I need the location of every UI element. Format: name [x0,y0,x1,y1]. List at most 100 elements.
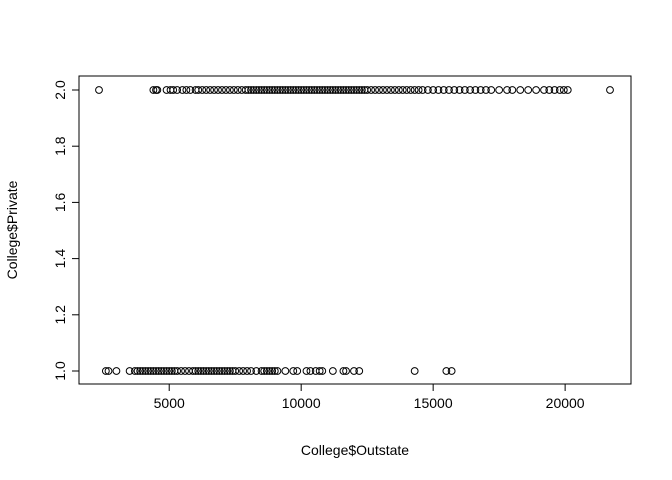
data-point [306,367,315,375]
data-point [302,86,311,94]
data-point [606,86,614,94]
data-point [357,86,366,94]
data-point [101,367,110,375]
data-point [423,86,432,94]
data-point [445,86,453,94]
data-point [350,367,358,375]
data-point [141,367,150,375]
data-point [252,86,261,94]
data-point [202,367,211,375]
data-point [455,86,464,94]
data-point [482,86,490,94]
data-point [447,367,456,375]
data-point [212,367,221,375]
data-point [247,86,255,94]
data-point [214,86,222,94]
data-point [363,86,372,94]
data-point [177,367,185,375]
data-point [215,367,224,375]
data-point [222,86,230,94]
data-point [185,367,193,375]
data-point [286,86,295,94]
data-point [450,86,459,94]
x-tick-label: 15000 [414,395,453,411]
data-point [394,86,403,94]
data-point [315,86,324,94]
data-point [273,86,282,94]
data-point [220,367,229,375]
y-tick-label: 1.6 [52,192,68,212]
data-point [202,86,211,94]
data-point [181,367,189,375]
data-point [262,86,271,94]
data-point [387,86,395,94]
data-point [342,86,350,94]
data-point [495,86,504,94]
data-point [293,367,302,375]
data-point [289,86,298,94]
data-point [95,86,103,94]
data-point [442,367,451,375]
x-axis-label: College$Outstate [301,442,409,458]
x-tick-label: 10000 [282,395,321,411]
data-point [218,86,226,94]
data-point [191,367,200,375]
data-point [265,367,274,375]
data-point [178,86,187,94]
data-point [555,86,564,94]
data-point [540,86,548,94]
data-point [379,86,387,94]
data-point [160,367,168,375]
data-point [328,367,337,375]
data-point [182,86,191,94]
data-point [165,367,174,375]
data-point [383,86,391,94]
data-point [342,367,350,375]
data-point [260,86,269,94]
data-point [133,367,142,375]
data-point [210,86,218,94]
data-point [508,86,517,94]
data-point [226,367,234,375]
data-point [294,86,303,94]
data-point [273,367,282,375]
data-point [104,367,113,375]
data-point [318,86,327,94]
data-point [434,86,443,94]
data-point [162,367,171,375]
x-axis: 5000 10000 15000 20000 [154,383,585,411]
data-point [235,367,244,375]
y-tick-label: 1.4 [52,249,68,269]
y-axis-label: College$Private [4,180,20,279]
data-point [270,367,279,375]
data-point [149,86,158,94]
data-point [189,367,197,375]
data-point [310,86,319,94]
data-point [153,86,162,94]
data-point [323,86,332,94]
x-tick-label: 20000 [546,395,585,411]
data-point [355,86,364,94]
data-point [173,86,182,94]
data-point [241,86,250,94]
data-point [186,86,195,94]
data-point [289,367,298,375]
data-point [307,86,316,94]
data-point [352,86,361,94]
data-point [233,86,242,94]
data-point [339,367,348,375]
data-point [471,86,480,94]
data-point [414,86,423,94]
data-point [350,86,358,94]
data-point [260,367,269,375]
data-point [157,367,166,375]
y-tick-label: 1.0 [52,361,68,381]
data-point [257,86,266,94]
data-point [194,86,203,94]
data-point [146,367,155,375]
data-point [231,367,240,375]
data-point [173,367,182,375]
data-point [207,367,216,375]
data-point [328,86,337,94]
